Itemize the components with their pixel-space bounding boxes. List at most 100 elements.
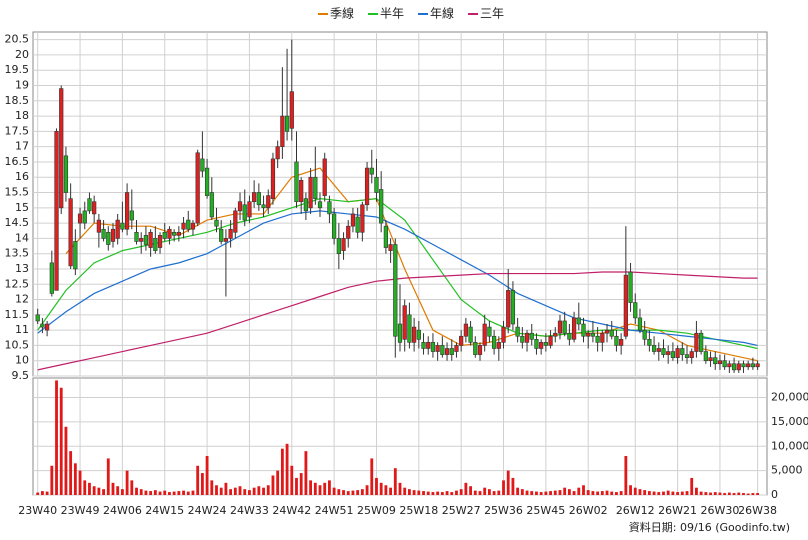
- candle-body: [162, 231, 167, 239]
- candle-body: [332, 213, 337, 239]
- candle-body: [604, 329, 610, 334]
- volume-bar: [59, 387, 63, 495]
- candle-body: [506, 290, 511, 328]
- x-tick-label: 24W15: [145, 504, 184, 517]
- x-tick-label: 26W12: [616, 504, 655, 517]
- volume-bar: [563, 487, 567, 495]
- candle-body: [308, 176, 313, 209]
- candle-body: [444, 348, 450, 355]
- volume-bar: [88, 482, 91, 495]
- x-tick-label: 26W02: [569, 504, 608, 517]
- volume-tick-label: 5,000: [771, 464, 803, 477]
- volume-tick-label: 0: [771, 488, 778, 501]
- y-tick-label: 14.5: [5, 216, 30, 229]
- volume-bar: [478, 491, 482, 495]
- candle-body: [252, 192, 257, 203]
- volume-bar: [342, 490, 345, 495]
- volume-bar: [304, 451, 308, 495]
- volume-bar: [328, 480, 331, 495]
- volume-bar: [40, 491, 44, 495]
- volume-bar: [577, 487, 581, 495]
- candle-body: [317, 201, 323, 209]
- volume-bar: [370, 458, 374, 495]
- volume-bar: [502, 480, 505, 495]
- volume-bar: [196, 465, 200, 495]
- y-tick-label: 12: [15, 293, 29, 306]
- candle-body: [186, 219, 191, 230]
- volume-bar: [690, 477, 694, 495]
- candle-body: [741, 363, 746, 368]
- volume-bar: [600, 491, 604, 495]
- candle-body: [73, 241, 78, 270]
- candle-body: [87, 198, 92, 212]
- candle-body: [590, 332, 596, 337]
- candle-body: [388, 244, 393, 251]
- volume-bar: [219, 487, 223, 495]
- volume-bar: [238, 486, 242, 495]
- candle-body: [717, 360, 723, 365]
- candle-body: [96, 219, 101, 233]
- volume-bar: [582, 485, 585, 495]
- candle-body: [576, 317, 581, 325]
- volume-bar: [426, 491, 430, 495]
- candle-body: [553, 332, 558, 337]
- y-tick-label: 13: [15, 262, 29, 275]
- volume-bar: [384, 485, 388, 495]
- y-tick-label: 12.5: [5, 277, 30, 290]
- volume-bar: [520, 489, 524, 495]
- volume-bar: [158, 491, 162, 495]
- candle-body: [143, 235, 149, 245]
- candle-body: [181, 222, 186, 230]
- volume-bar: [539, 492, 543, 495]
- candle-body: [148, 231, 153, 248]
- candle-body: [167, 228, 172, 239]
- volume-bar: [163, 490, 167, 495]
- candle-body: [115, 219, 120, 239]
- volume-bar: [78, 470, 82, 495]
- candle-body: [289, 91, 294, 129]
- volume-bar: [558, 490, 562, 495]
- volume-bar: [713, 492, 717, 495]
- y-tick-label: 19: [15, 79, 29, 92]
- volume-bar: [83, 480, 87, 495]
- y-tick-label: 20.5: [5, 33, 30, 46]
- volume-bar: [657, 492, 661, 495]
- volume-bar: [718, 492, 722, 495]
- x-tick-label: 24W24: [188, 504, 227, 517]
- volume-bar: [102, 489, 105, 495]
- volume-bar: [285, 443, 289, 495]
- volume-bar: [695, 487, 698, 495]
- volume-bar: [464, 482, 468, 495]
- volume-bar: [323, 482, 327, 495]
- candle-body: [294, 161, 299, 203]
- candle-body: [623, 274, 628, 337]
- candle-body: [40, 323, 45, 328]
- candle-body: [247, 201, 252, 218]
- volume-bar: [73, 463, 77, 495]
- x-tick-label: 23W40: [18, 504, 57, 517]
- x-tick-label: 23W49: [61, 504, 100, 517]
- volume-bar: [407, 489, 411, 495]
- candle-body: [562, 320, 567, 334]
- volume-bar: [615, 492, 618, 495]
- candle-body: [270, 158, 276, 199]
- candle-body: [449, 348, 454, 355]
- volume-bar: [436, 491, 440, 495]
- candle-body: [284, 115, 290, 132]
- y-tick-label: 14: [15, 231, 29, 244]
- volume-bar: [422, 491, 425, 495]
- volume-bar: [64, 426, 68, 495]
- volume-bar: [492, 491, 496, 495]
- volume-bar: [351, 490, 355, 495]
- candle-body: [374, 176, 379, 193]
- x-tick-label: 26W38: [738, 504, 777, 517]
- volume-bar: [516, 487, 520, 495]
- candle-body: [35, 314, 40, 322]
- candle-body: [397, 323, 403, 343]
- candle-body: [619, 339, 624, 346]
- volume-bar: [149, 491, 153, 495]
- volume-bar: [186, 491, 190, 495]
- x-tick-label: 25W18: [399, 504, 438, 517]
- candle-body: [275, 146, 280, 160]
- volume-bar: [727, 492, 731, 495]
